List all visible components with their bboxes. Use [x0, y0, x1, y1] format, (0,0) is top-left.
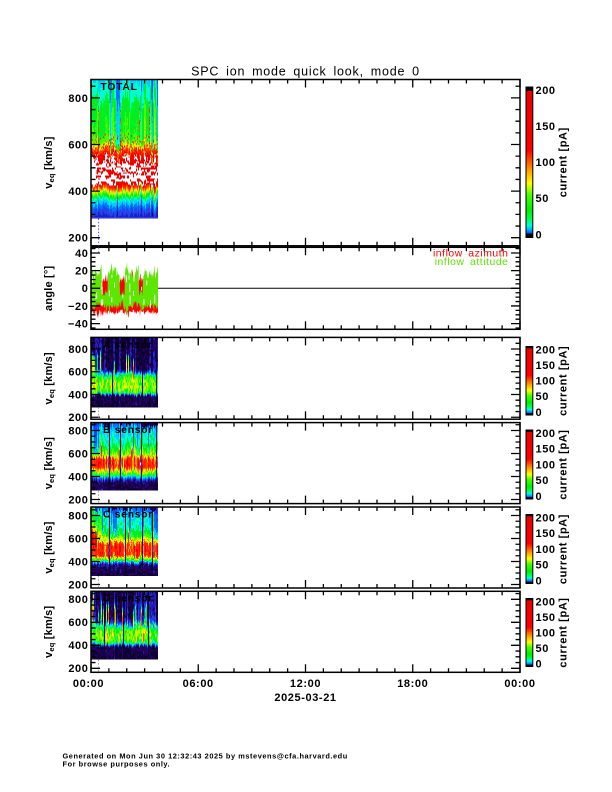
svg-text:800: 800 [68, 510, 88, 522]
svg-text:0: 0 [82, 283, 89, 295]
svg-text:200: 200 [536, 85, 556, 97]
svg-text:20: 20 [75, 266, 88, 278]
svg-text:50: 50 [536, 193, 549, 205]
svg-text:200: 200 [536, 597, 556, 609]
svg-text:800: 800 [68, 93, 88, 105]
svg-text:inflow attitude: inflow attitude [435, 257, 509, 268]
svg-text:400: 400 [68, 471, 88, 483]
svg-text:current [pA]: current [pA] [558, 597, 570, 667]
svg-text:SPC ion mode quick look, mode: SPC ion mode quick look, mode 0 [191, 65, 420, 79]
svg-text:200: 200 [68, 494, 88, 506]
svg-text:TOTAL: TOTAL [101, 82, 138, 93]
svg-text:800: 800 [68, 594, 88, 606]
svg-text:50: 50 [536, 475, 549, 487]
svg-text:D sensor: D sensor [103, 594, 153, 605]
svg-text:600: 600 [68, 139, 88, 151]
svg-text:100: 100 [536, 459, 556, 471]
svg-text:current [pA]: current [pA] [558, 127, 570, 197]
svg-text:Generated on Mon Jun 30 12:32:: Generated on Mon Jun 30 12:32:43 2025 by… [63, 752, 348, 761]
svg-text:100: 100 [536, 157, 556, 169]
svg-text:current [pA]: current [pA] [558, 514, 570, 584]
svg-text:200: 200 [536, 345, 556, 357]
svg-text:200: 200 [68, 663, 88, 675]
svg-text:600: 600 [68, 367, 88, 379]
svg-text:200: 200 [68, 412, 88, 424]
svg-text:150: 150 [536, 121, 556, 133]
svg-text:800: 800 [68, 344, 88, 356]
svg-text:2025-03-21: 2025-03-21 [274, 692, 336, 704]
svg-text:veq [km/s]: veq [km/s] [43, 521, 56, 573]
svg-text:100: 100 [536, 376, 556, 388]
svg-text:400: 400 [68, 556, 88, 568]
svg-text:inflow azimuth: inflow azimuth [433, 248, 509, 259]
svg-text:400: 400 [68, 389, 88, 401]
svg-text:50: 50 [536, 560, 549, 572]
svg-text:veq [km/s]: veq [km/s] [43, 352, 56, 404]
svg-text:100: 100 [536, 627, 556, 639]
svg-text:400: 400 [68, 640, 88, 652]
svg-text:B sensor: B sensor [103, 425, 153, 436]
svg-text:0: 0 [536, 491, 543, 503]
svg-text:150: 150 [536, 444, 556, 456]
svg-text:For browse purposes only.: For browse purposes only. [63, 760, 171, 769]
svg-text:0: 0 [536, 229, 543, 241]
svg-text:veq [km/s]: veq [km/s] [43, 136, 56, 188]
svg-text:200: 200 [536, 428, 556, 440]
svg-text:150: 150 [536, 360, 556, 372]
svg-text:0: 0 [536, 575, 543, 587]
svg-text:600: 600 [68, 617, 88, 629]
svg-text:50: 50 [536, 391, 549, 403]
svg-text:−40: −40 [68, 319, 88, 331]
svg-text:angle [°]: angle [°] [43, 266, 55, 311]
svg-text:12:00: 12:00 [290, 678, 321, 690]
svg-text:A sensor: A sensor [103, 340, 153, 351]
svg-text:800: 800 [68, 425, 88, 437]
svg-text:veq [km/s]: veq [km/s] [43, 437, 56, 489]
svg-text:600: 600 [68, 533, 88, 545]
svg-text:−20: −20 [68, 301, 88, 313]
svg-text:150: 150 [536, 612, 556, 624]
svg-text:50: 50 [536, 643, 549, 655]
svg-text:00:00: 00:00 [504, 678, 535, 690]
svg-text:C sensor: C sensor [103, 510, 153, 521]
svg-text:40: 40 [75, 248, 88, 260]
svg-text:200: 200 [68, 579, 88, 591]
svg-text:150: 150 [536, 528, 556, 540]
svg-text:600: 600 [68, 448, 88, 460]
svg-text:400: 400 [68, 186, 88, 198]
svg-text:00:00: 00:00 [73, 678, 104, 690]
svg-text:current [pA]: current [pA] [558, 429, 570, 499]
svg-text:200: 200 [68, 233, 88, 245]
svg-text:18:00: 18:00 [397, 678, 428, 690]
svg-text:06:00: 06:00 [183, 678, 214, 690]
svg-text:veq [km/s]: veq [km/s] [43, 605, 56, 657]
svg-text:0: 0 [536, 658, 543, 670]
svg-text:100: 100 [536, 544, 556, 556]
svg-text:current [pA]: current [pA] [558, 346, 570, 416]
svg-text:0: 0 [536, 407, 543, 419]
svg-text:200: 200 [536, 513, 556, 525]
